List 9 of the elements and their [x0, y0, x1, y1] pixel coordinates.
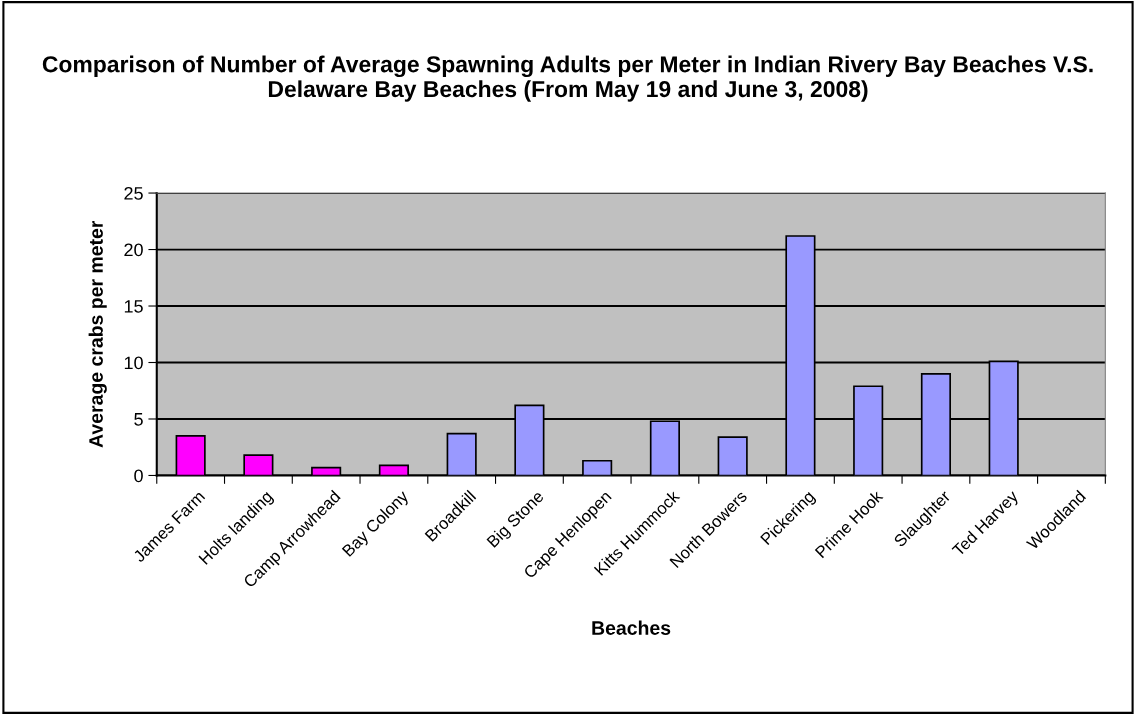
x-axis-title: Beaches — [592, 620, 671, 635]
chart-title: Comparison of Number of Average Spawning Adults per Meter in Indian Rivery Bay Beaches V.S. Delaware Bay Beaches (From May 19 and June 3, 2008) — [42, 55, 1093, 102]
y-tick-label: 10 — [124, 356, 143, 370]
y-tick-label: 15 — [124, 300, 143, 313]
y-tick-label: 0 — [134, 469, 143, 483]
y-tick-label: 20 — [124, 243, 143, 257]
y-tick-label: 25 — [124, 186, 143, 200]
y-tick-label: 5 — [134, 413, 143, 426]
y-axis-title: Average crabs per meter — [88, 220, 107, 448]
